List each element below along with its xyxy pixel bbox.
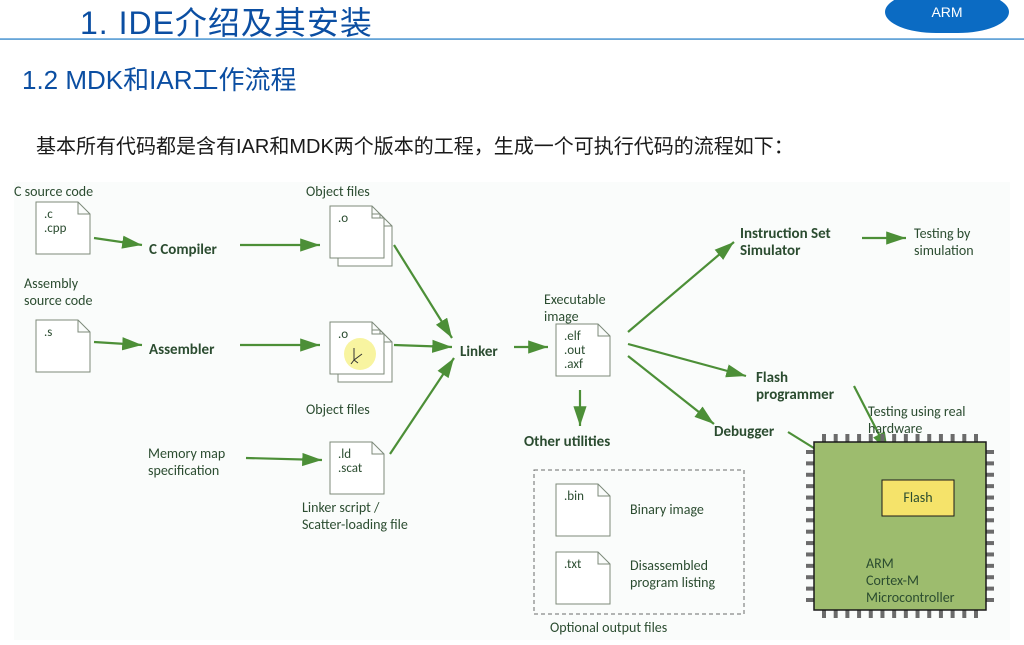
svg-text:Disassembled: Disassembled (630, 557, 708, 574)
svg-text:Object files: Object files (306, 183, 370, 200)
svg-text:Assembly: Assembly (24, 275, 79, 292)
svg-text:C source code: C source code (14, 183, 93, 200)
svg-text:.txt: .txt (564, 557, 582, 572)
svg-text:program listing: program listing (630, 574, 716, 591)
svg-text:Executable: Executable (544, 291, 606, 308)
svg-text:Flash: Flash (903, 489, 932, 506)
svg-text:.o: .o (338, 211, 348, 226)
svg-text:Assembler: Assembler (149, 341, 215, 359)
svg-text:Debugger: Debugger (714, 423, 775, 441)
workflow-flowchart: Flash .c.cpp .s .o .o .ld.scat .elf.out.axf .bi… (14, 182, 1010, 640)
section-description: 基本所有代码都是含有IAR和MDK两个版本的工程，生成一个可执行代码的流程如下： (36, 130, 794, 159)
svg-text:programmer: programmer (756, 386, 835, 404)
svg-text:.s: .s (44, 325, 52, 340)
svg-text:simulation: simulation (914, 242, 974, 259)
svg-text:source code: source code (24, 292, 92, 309)
svg-text:Other utilities: Other utilities (524, 433, 610, 451)
svg-text:Optional output files: Optional output files (550, 619, 667, 636)
svg-text:Memory map: Memory map (148, 445, 225, 462)
svg-text:Cortex-M: Cortex-M (866, 572, 919, 589)
svg-text:Linker script /: Linker script / (302, 499, 380, 516)
svg-text:.bin: .bin (564, 489, 584, 504)
svg-text:Binary image: Binary image (630, 501, 704, 518)
svg-text:ARM: ARM (866, 555, 894, 572)
svg-text:.ld: .ld (338, 447, 351, 462)
svg-text:Scatter-loading file: Scatter-loading file (302, 516, 408, 533)
svg-text:Linker: Linker (460, 343, 498, 361)
brand-logo: ARM (882, 0, 1012, 36)
svg-text:Testing using real: Testing using real (868, 403, 966, 420)
svg-text:.c: .c (44, 207, 53, 222)
svg-text:.o: .o (338, 327, 348, 342)
svg-text:.axf: .axf (564, 357, 583, 372)
svg-text:.scat: .scat (338, 461, 363, 476)
svg-text:hardware: hardware (868, 420, 922, 437)
svg-text:C Compiler: C Compiler (149, 241, 218, 259)
svg-text:Object files: Object files (306, 401, 370, 418)
svg-text:Testing by: Testing by (914, 225, 971, 242)
header-divider (0, 38, 1024, 40)
svg-text:Simulator: Simulator (740, 242, 801, 260)
svg-text:Instruction Set: Instruction Set (740, 225, 831, 243)
svg-text:.out: .out (564, 343, 586, 358)
svg-text:Microcontroller: Microcontroller (866, 589, 955, 606)
svg-text:.cpp: .cpp (44, 221, 67, 236)
svg-text:specification: specification (148, 462, 219, 479)
svg-text:.elf: .elf (564, 329, 581, 344)
svg-text:Flash: Flash (756, 369, 788, 387)
section-subtitle: 1.2 MDK和IAR工作流程 (22, 60, 297, 97)
svg-text:image: image (544, 308, 579, 325)
